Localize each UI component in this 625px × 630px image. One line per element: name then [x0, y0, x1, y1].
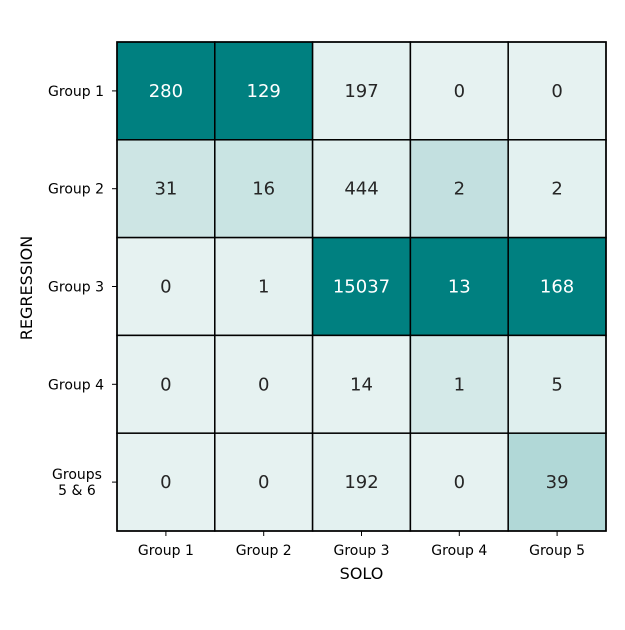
heatmap-cell-value: 129 — [247, 81, 281, 102]
heatmap-cell — [311, 432, 412, 532]
heatmap-cell-value: 31 — [154, 179, 177, 200]
heatmap-cell-value: 0 — [454, 472, 465, 493]
y-tick-label: Group 2 — [48, 182, 104, 198]
y-tick-label: Groups 5 & 6 — [52, 467, 102, 499]
heatmap-cells — [116, 41, 607, 532]
heatmap-cell-value: 0 — [258, 472, 269, 493]
heatmap-cell-value: 444 — [344, 179, 378, 200]
heatmap-cell — [409, 334, 509, 434]
heatmap-cell-value: 5 — [551, 374, 562, 395]
heatmap-cell-value: 168 — [540, 277, 574, 298]
x-axis-label: SOLO — [340, 564, 384, 583]
x-tick-label: Group 1 — [138, 543, 194, 559]
heatmap-cell — [507, 334, 607, 434]
heatmap-cell-labels: 280 129 197 0 0 31 16 444 2 2 0 1 15037 13 168 0 0 14 1 5 0 0… — [149, 81, 575, 493]
heatmap-cell-value: 0 — [160, 374, 171, 395]
heatmap-cell-value: 0 — [160, 472, 171, 493]
heatmap-cell-value: 2 — [551, 179, 562, 200]
x-axis-ticks: Group 1 Group 2 Group 3 Group 4 Group 5 — [138, 531, 585, 559]
heatmap-cell — [214, 41, 314, 141]
y-tick-label: Group 3 — [48, 280, 104, 296]
heatmap-cell-value: 1 — [454, 374, 465, 395]
x-tick-label: Group 2 — [236, 543, 292, 559]
heatmap-cell-value: 0 — [160, 277, 171, 298]
heatmap-cell — [311, 334, 412, 434]
heatmap-cell — [507, 432, 607, 532]
x-tick-label: Group 3 — [334, 543, 390, 559]
heatmap-cell — [116, 432, 216, 532]
heatmap-cell-value: 192 — [344, 472, 378, 493]
heatmap-cell — [409, 236, 509, 337]
heatmap-cell-value: 0 — [551, 81, 562, 102]
heatmap-cell — [409, 41, 509, 141]
heatmap-cell-value: 0 — [454, 81, 465, 102]
heatmap-cell-value: 14 — [350, 374, 373, 395]
heatmap-frame — [116, 41, 607, 532]
heatmap-cell — [116, 41, 216, 141]
y-tick-label: Group 1 — [48, 84, 104, 100]
heatmap-cell — [507, 139, 607, 239]
heatmap-cell-value: 15037 — [333, 277, 390, 298]
heatmap-cell — [311, 139, 412, 239]
heatmap-cell — [214, 334, 314, 434]
heatmap-cell — [214, 236, 314, 337]
x-tick-label: Group 5 — [529, 543, 585, 559]
heatmap-cell-value: 197 — [344, 81, 378, 102]
heatmap-cell-value: 1 — [258, 277, 269, 298]
y-tick-label: Group 4 — [48, 377, 104, 393]
heatmap-cell-value: 13 — [448, 277, 471, 298]
heatmap-cell-value: 16 — [252, 179, 275, 200]
heatmap-cell-value: 0 — [258, 374, 269, 395]
heatmap-cell-value: 39 — [546, 472, 569, 493]
y-axis-ticks: Group 1 Group 2 Group 3 Group 4 Groups 5 & 6 — [48, 84, 117, 499]
x-tick-label: Group 4 — [431, 543, 487, 559]
heatmap-cell-value: 280 — [149, 81, 183, 102]
heatmap-cell — [214, 432, 314, 532]
y-axis-label: REGRESSION — [17, 236, 36, 340]
heatmap-cell-value: 2 — [454, 179, 465, 200]
heatmap-border — [116, 41, 607, 532]
